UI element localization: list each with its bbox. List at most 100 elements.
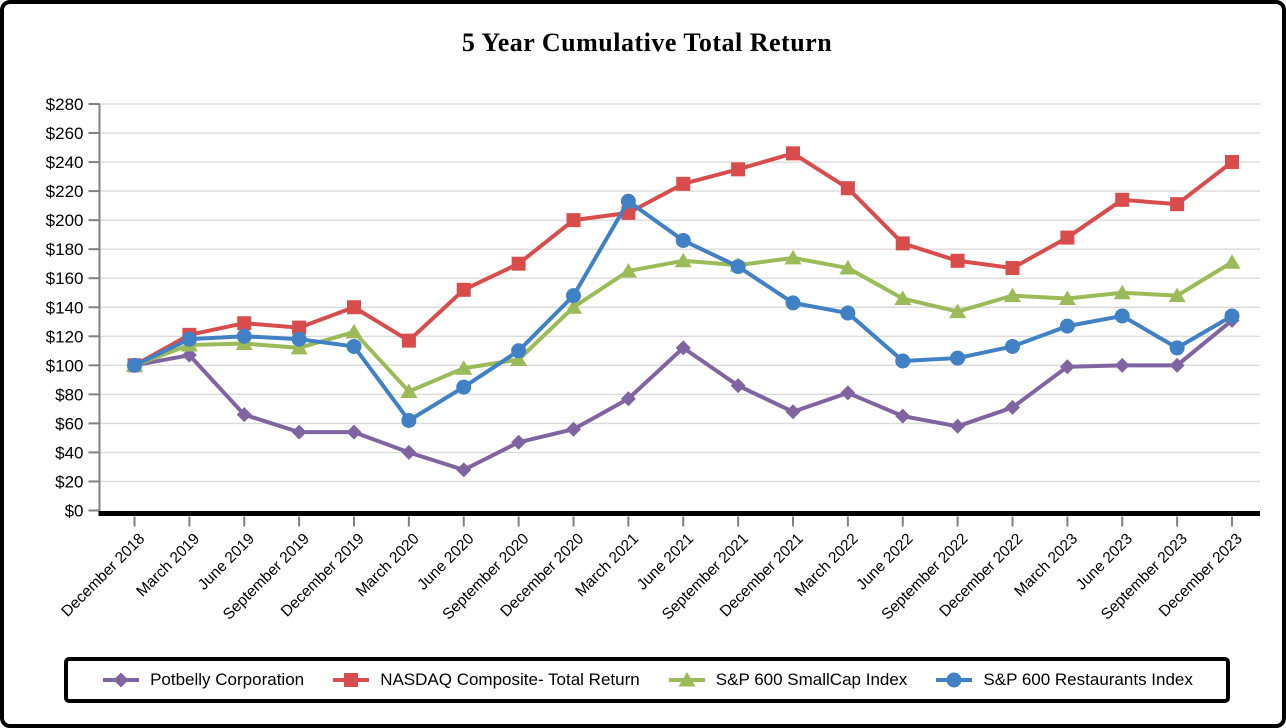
data-point-triangle <box>290 339 308 355</box>
data-point-square <box>401 333 416 348</box>
data-point-diamond <box>895 408 911 424</box>
data-point-diamond <box>291 424 307 440</box>
data-point-triangle <box>510 351 528 367</box>
data-point-square <box>676 176 691 191</box>
y-tick-label: $120 <box>46 327 84 346</box>
data-point-diamond <box>346 424 362 440</box>
y-tick-label: $220 <box>46 182 84 201</box>
data-point-diamond <box>1114 357 1130 373</box>
y-tick-label: $280 <box>46 95 84 114</box>
legend-item-1: NASDAQ Composite- Total Return <box>331 670 640 690</box>
data-point-diamond <box>456 462 472 478</box>
data-point-square <box>1005 261 1020 276</box>
data-point-square <box>1170 197 1185 212</box>
data-point-square <box>292 320 307 335</box>
data-point-circle <box>1224 308 1240 324</box>
data-point-triangle <box>894 290 912 306</box>
x-tick-label: December 2018 <box>58 530 148 620</box>
legend-label: NASDAQ Composite- Total Return <box>380 670 640 689</box>
data-point-square <box>566 213 581 228</box>
legend-label: S&P 600 Restaurants Index <box>983 670 1193 689</box>
data-point-circle <box>840 305 856 321</box>
diamond-marker-icon <box>103 672 140 688</box>
data-point-square <box>237 316 252 331</box>
data-point-diamond <box>1005 399 1020 415</box>
data-point-circle <box>1169 340 1185 356</box>
data-point-diamond <box>1059 359 1075 375</box>
data-point-circle <box>127 357 142 373</box>
chart-legend: Potbelly Corporation NASDAQ Composite- To… <box>64 657 1230 703</box>
data-point-circle <box>785 295 801 311</box>
y-tick-label: $40 <box>55 443 83 462</box>
data-point-diamond <box>566 421 581 437</box>
y-tick-label: $160 <box>46 269 84 288</box>
data-point-triangle <box>345 323 363 339</box>
data-point-diamond <box>1169 357 1185 373</box>
data-point-circle <box>620 193 636 209</box>
data-point-triangle <box>1113 284 1131 300</box>
data-point-square <box>950 253 965 268</box>
y-tick-label: $180 <box>46 240 84 259</box>
data-point-diamond <box>675 340 691 356</box>
circle-marker-icon <box>936 672 973 688</box>
chart-title: 5 Year Cumulative Total Return <box>461 28 833 57</box>
y-tick-label: $260 <box>46 124 84 143</box>
performance-chart-plot: $0 $20 $40 $60 $80 $100 $120 $140 $160 $180 $200 $2… <box>46 95 1260 623</box>
data-point-square <box>731 162 746 177</box>
y-tick-label: $140 <box>46 298 84 317</box>
data-point-square <box>895 236 910 251</box>
data-point-triangle <box>1223 254 1241 269</box>
data-point-circle <box>730 259 746 275</box>
data-point-circle <box>181 331 197 347</box>
data-point-triangle <box>678 672 696 687</box>
data-point-circle <box>456 379 472 395</box>
data-point-diamond <box>620 391 636 407</box>
data-point-square <box>1060 230 1075 245</box>
data-point-circle <box>566 288 581 304</box>
data-point-triangle <box>1004 287 1021 303</box>
y-tick-label: $60 <box>55 414 83 433</box>
data-point-circle <box>1114 308 1130 324</box>
data-point-triangle <box>1168 287 1186 303</box>
y-tick-label: $80 <box>55 385 83 404</box>
data-point-circle <box>1059 318 1075 334</box>
legend-label: Potbelly Corporation <box>150 670 305 689</box>
data-point-square <box>840 181 855 196</box>
data-point-triangle <box>1058 290 1076 306</box>
data-point-triangle <box>455 360 473 375</box>
y-tick-label: $0 <box>65 502 84 521</box>
data-point-diamond <box>950 418 966 434</box>
data-point-square <box>456 282 471 297</box>
y-tick-label: $100 <box>46 356 84 375</box>
data-point-square <box>511 256 526 271</box>
data-point-circle <box>895 353 911 369</box>
data-point-triangle <box>839 260 857 275</box>
data-point-square <box>786 146 800 161</box>
data-point-circle <box>346 338 362 354</box>
data-point-circle <box>675 232 691 248</box>
legend-item-0: Potbelly Corporation <box>101 670 304 690</box>
data-point-diamond <box>730 378 746 394</box>
legend-item-2: S&P 600 SmallCap Index <box>667 670 908 690</box>
data-point-circle <box>401 412 417 428</box>
data-point-triangle <box>400 383 418 398</box>
y-tick-label: $240 <box>46 153 84 172</box>
data-point-circle <box>291 331 307 347</box>
data-point-triangle <box>565 299 582 314</box>
data-point-diamond <box>236 407 252 423</box>
data-point-diamond <box>511 434 527 450</box>
square-marker-icon <box>333 673 370 687</box>
data-point-square <box>347 300 361 315</box>
data-point-circle <box>1005 338 1020 354</box>
data-point-diamond <box>113 672 129 688</box>
data-point-square <box>344 673 359 687</box>
data-point-circle <box>236 328 252 344</box>
legend-label: S&P 600 SmallCap Index <box>715 670 908 689</box>
triangle-marker-icon <box>668 672 705 687</box>
data-point-diamond <box>840 385 856 401</box>
data-point-circle <box>511 343 527 359</box>
data-point-circle <box>946 672 962 688</box>
data-point-triangle <box>784 249 802 265</box>
legend-item-3: S&P 600 Restaurants Index <box>934 670 1193 690</box>
data-point-diamond <box>785 404 801 420</box>
